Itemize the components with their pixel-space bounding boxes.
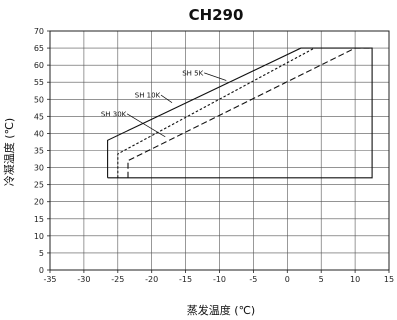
x-axis-label: 蒸发温度 (℃) [187,303,255,317]
y-tick-label: 10 [34,232,44,241]
y-tick-label: 55 [34,78,44,87]
y-axis-label: 冷凝温度 (℃) [2,118,16,186]
series-line-sh-30k [127,47,373,178]
y-tick-label: 50 [34,95,44,104]
series-line-sh-10k [117,47,315,178]
y-tick-label: 0 [39,266,44,275]
x-tick-label: 10 [350,275,360,284]
x-tick-label: -35 [43,275,56,284]
y-tick-label: 40 [34,129,44,138]
annotation-pointer [160,94,173,103]
x-tick-label: -15 [179,275,192,284]
x-tick-label: 15 [384,275,394,284]
series-line-sh-5k [107,47,373,179]
y-tick-label: 35 [34,147,44,156]
y-tick-label: 60 [34,61,44,70]
y-tick-label: 25 [34,181,44,190]
plot-area: -35 -30 -25 -20 -15 -10 -5 0 5 10 15 0 5 10 15 20 25 30 35… [34,27,394,284]
annotation-pointer [126,113,166,138]
annotation-pointer [204,72,227,81]
annotation-label: SH 30K [101,110,127,118]
x-tick-label: 0 [285,275,290,284]
x-tick-label: 5 [319,275,324,284]
y-tick-label: 20 [34,198,44,207]
y-tick-label: 45 [34,112,44,121]
annotation-label: SH 10K [135,92,161,100]
annotation-label: SH 5K [182,69,203,77]
y-tick-label: 65 [34,44,44,53]
y-tick-label: 15 [34,215,44,224]
chart-title: CH290 [189,6,244,24]
x-tick-label: -10 [213,275,226,284]
y-tick-label: 30 [34,164,44,173]
y-tick-label: 5 [39,249,44,258]
x-tick-label: -5 [249,275,257,284]
x-tick-label: -30 [77,275,90,284]
x-tick-label: -25 [111,275,124,284]
y-tick-label: 70 [34,27,44,36]
x-tick-label: -20 [145,275,158,284]
